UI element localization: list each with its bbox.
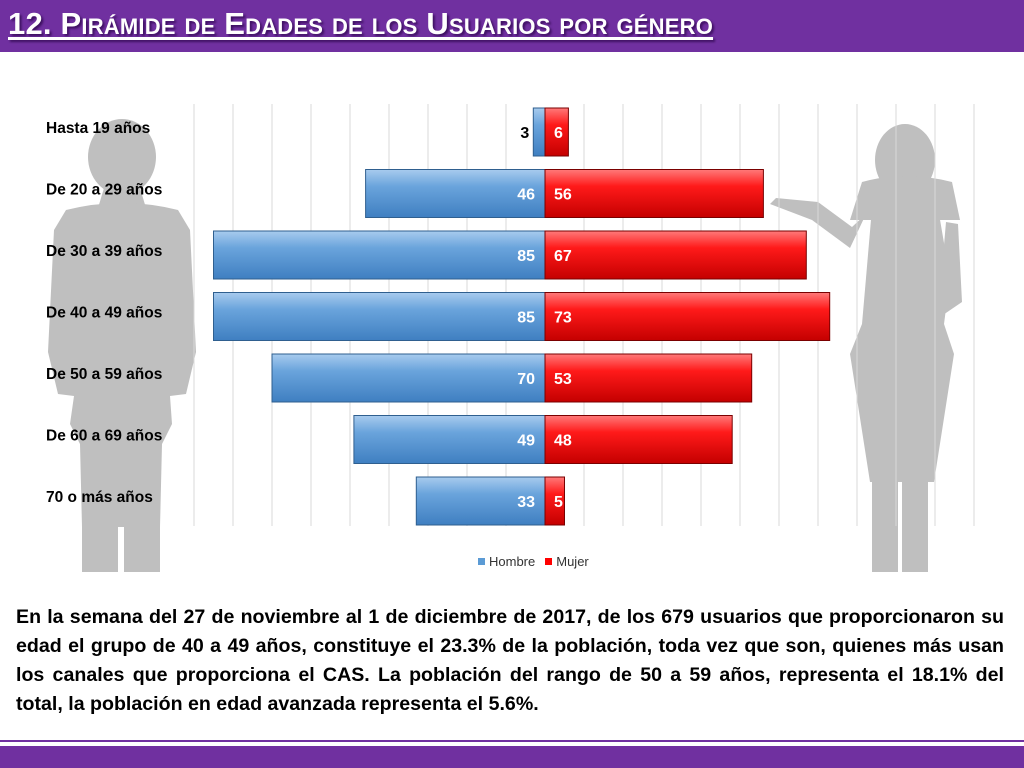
category-label: De 30 a 39 años <box>46 243 162 260</box>
population-pyramid-chart: 3 6 46 56 85 67 85 73 70 53 49 48 33 5 Hasta 19 años D… <box>0 52 1024 588</box>
data-label-mujer: 67 <box>554 248 572 265</box>
category-label: De 50 a 59 años <box>46 366 162 383</box>
category-label: De 60 a 69 años <box>46 428 162 445</box>
chart-category-labels: Hasta 19 años De 20 a 29 años De 30 a 39 a… <box>46 120 162 506</box>
data-label-hombre: 33 <box>517 494 535 511</box>
legend-label-hombre: Hombre <box>489 553 536 569</box>
woman-silhouette-icon <box>770 124 962 572</box>
data-label-hombre: 3 <box>520 125 529 142</box>
data-label-hombre: 49 <box>517 433 535 450</box>
data-label-mujer: 53 <box>554 371 572 388</box>
bar-mujer <box>544 415 733 464</box>
page-title: 12. Pirámide de Edades de los Usuarios p… <box>8 6 714 41</box>
data-label-mujer: 5 <box>554 494 563 511</box>
category-label: 70 o más años <box>46 489 153 506</box>
man-silhouette-icon <box>48 119 196 572</box>
header-bar: 12. Pirámide de Edades de los Usuarios p… <box>0 0 1024 52</box>
footer-divider <box>0 740 1024 742</box>
data-label-hombre: 70 <box>517 371 535 388</box>
data-label-mujer: 48 <box>554 433 572 450</box>
bar-hombre <box>271 353 546 403</box>
category-label: De 40 a 49 años <box>46 305 162 322</box>
chart-bars <box>213 107 831 526</box>
summary-paragraph: En la semana del 27 de noviembre al 1 de… <box>16 606 1004 715</box>
bar-mujer <box>544 476 565 526</box>
data-label-mujer: 73 <box>554 310 572 327</box>
bar-hombre <box>353 415 546 464</box>
bar-hombre <box>213 292 546 341</box>
data-label-hombre: 46 <box>517 187 535 204</box>
chart-legend: Hombre Mujer <box>478 553 599 569</box>
data-label-hombre: 85 <box>517 248 535 265</box>
bar-mujer <box>544 353 753 403</box>
bar-hombre <box>532 107 546 157</box>
data-label-mujer: 6 <box>554 125 563 142</box>
legend-swatch-mujer <box>545 557 553 565</box>
bar-mujer <box>544 107 569 157</box>
legend-swatch-hombre <box>478 557 485 565</box>
footer-bar <box>0 746 1024 768</box>
bar-mujer <box>544 292 831 341</box>
legend-item-hombre: Hombre <box>478 554 535 569</box>
bar-hombre <box>213 230 546 280</box>
legend-label-mujer: Mujer <box>556 553 589 569</box>
category-label: De 20 a 29 años <box>46 182 162 199</box>
bar-mujer <box>544 169 764 218</box>
legend-item-mujer: Mujer <box>545 554 589 569</box>
data-label-mujer: 56 <box>554 187 572 204</box>
category-label: Hasta 19 años <box>46 120 150 137</box>
data-label-hombre: 85 <box>517 310 535 327</box>
bar-mujer <box>544 230 807 280</box>
